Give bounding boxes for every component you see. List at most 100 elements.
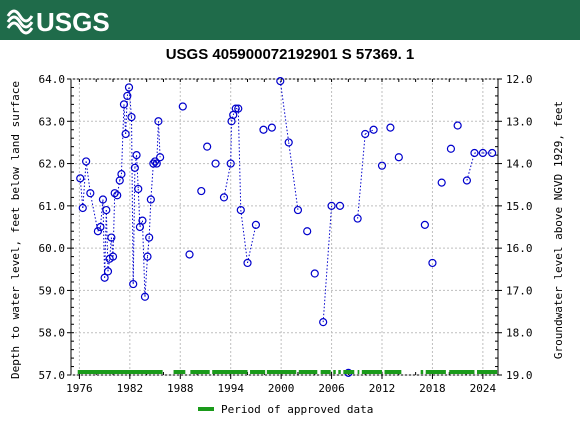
data-point [353,214,362,223]
y-right-tick-label: 19.0 [506,369,533,382]
data-point [119,100,129,109]
data-point [117,170,126,179]
series-line-segment [89,193,99,232]
data-point [103,267,113,276]
x-tick-label: 1994 [217,382,244,395]
data-point [155,153,165,162]
series-line-segment [240,210,249,264]
data-point [231,104,240,113]
series-line-segment [128,87,133,118]
data-point [93,227,102,236]
chart-title: USGS 405900072192901 S 57369. 1 [166,46,415,63]
data-point [236,205,245,215]
data-point [470,148,479,158]
data-point [149,159,158,168]
data-point [82,157,91,166]
series-line-segment [230,121,233,164]
series-line-segment [136,155,139,189]
series-line-segment [120,104,125,175]
series-line-segment [114,192,118,196]
series-line-segment [137,188,141,228]
x-tick-label: 1988 [167,382,194,395]
data-point [437,178,446,187]
data-point [243,258,252,268]
data-point [121,129,130,139]
usgs-header-bar: USGS [0,0,580,40]
x-tick-label: 2000 [268,382,295,395]
data-point [335,201,345,210]
series-line-segment [232,108,237,116]
data-point [140,292,150,301]
series-line-segment [82,161,87,209]
data-point [154,117,163,126]
data-point [303,227,312,236]
series-line-segment [85,161,91,194]
logo-text: USGS [36,7,110,37]
series-line-segment [119,174,122,181]
series-line-segment [97,226,101,232]
series-line-segment [357,133,366,219]
data-point [226,159,235,168]
data-point [219,193,229,202]
series-line-segment [99,199,104,228]
series-layer [76,77,497,377]
series-line-segment [223,163,232,198]
series-line-segment [139,220,143,228]
y-left-tick-label: 60.0 [39,242,66,255]
y-right-tick-label: 17.0 [506,284,533,297]
data-point [123,91,132,101]
x-tick-label: 2012 [369,382,396,395]
data-point [145,233,154,242]
data-point [132,151,141,160]
data-point [86,189,95,198]
data-point [96,222,105,232]
data-point [129,279,138,289]
data-point [394,153,403,162]
series-line-segment [134,155,138,168]
data-point [327,201,336,210]
series-line-segment [150,163,154,200]
data-point [110,189,119,198]
series-line-segment [79,178,84,209]
data-point [146,195,155,204]
data-point [130,163,139,172]
y-left-tick-label: 63.0 [39,115,66,128]
x-tick-label: 2024 [470,382,497,395]
x-tick-label: 2006 [318,382,345,395]
data-point [124,83,134,92]
y-right-tick-label: 13.0 [506,115,533,128]
data-point [211,159,220,168]
y-left-tick-label: 64.0 [39,73,66,86]
y-left-tick-label: 58.0 [39,327,66,340]
series-line-segment [107,258,111,272]
legend: Period of approved data [198,403,373,416]
data-point [267,123,276,132]
data-point [138,216,147,225]
y-left-tick-label: 61.0 [39,200,66,213]
data-point [446,144,456,153]
y-axis-left-label: Depth to water level, feet below land su… [9,81,22,379]
y-axis-right-label: Groundwater level above NGVD 1929, feet [552,101,565,359]
series-line-segment [116,180,121,196]
series-line-segment [237,108,242,211]
data-point [488,148,497,158]
data-point [377,161,387,170]
x-tick-label: 1976 [66,382,93,395]
series-line-segment [112,193,116,257]
x-tick-label: 2018 [419,382,446,395]
series-line-segment [466,152,475,181]
series-line-segment [288,142,299,211]
usgs-wave-icon [6,9,34,35]
series-line-segment [364,129,374,135]
y-right-tick-label: 12.0 [506,73,533,86]
data-point [150,157,160,166]
series-line-segment [131,117,134,285]
data-point [293,205,303,215]
plot-frame [70,78,499,376]
series-line-segment [157,121,161,158]
data-point [143,252,152,261]
data-point [203,142,212,151]
x-tick-label: 1982 [117,382,144,395]
data-point [234,104,243,113]
data-point [453,121,462,130]
